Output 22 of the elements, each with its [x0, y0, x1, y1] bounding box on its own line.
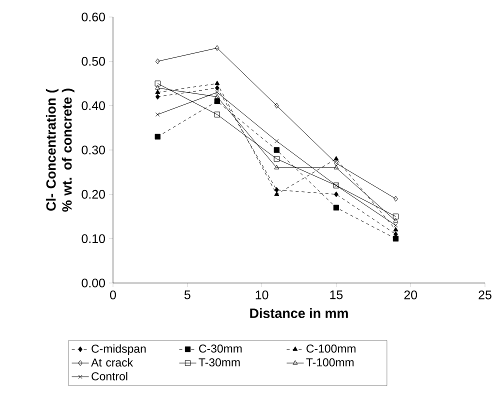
x-tick-label: 5	[184, 290, 190, 300]
y-tick-label: 0.00	[82, 278, 105, 288]
x-axis-title: Distance in mm	[250, 308, 348, 318]
legend-label: At crack	[91, 358, 134, 367]
legend-label: C-100mm	[306, 344, 356, 353]
y-tick-label: 0.30	[82, 146, 105, 154]
y-tick-label: 0.20	[82, 190, 105, 199]
legend-label: T-100mm	[306, 358, 354, 366]
y-axis-title: Cl- Concentration ( % wt. of concrete )	[46, 88, 74, 212]
x-tick-label: 25	[478, 290, 492, 300]
legend-label: C-midspan	[92, 344, 146, 356]
legend-label: Control	[92, 372, 128, 380]
x-tick-label: 20	[404, 290, 418, 300]
y-tick-label: 0.10	[82, 234, 105, 244]
x-tick-label: 0	[110, 290, 116, 300]
legend-label: T-30mm	[198, 358, 240, 366]
x-tick-label: 15	[330, 290, 343, 300]
y-tick-label: 0.60	[82, 12, 105, 22]
y-tick-label: 0.50	[82, 56, 105, 66]
y-tick-label: 0.40	[82, 101, 105, 110]
legend-label: C-30mm	[199, 344, 242, 353]
x-tick-label: 10	[256, 290, 268, 300]
